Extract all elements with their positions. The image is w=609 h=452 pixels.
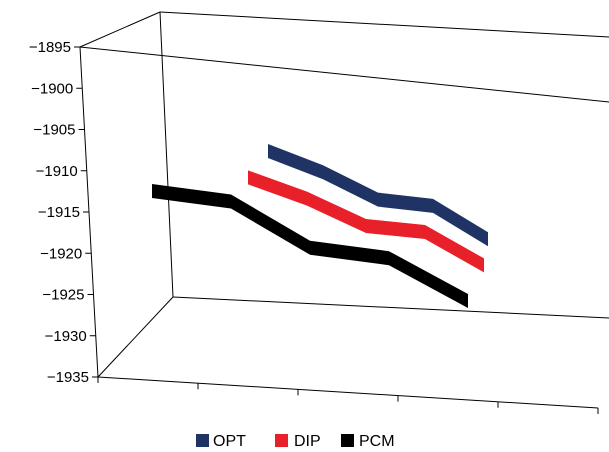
top-back-edge	[160, 12, 609, 37]
y-tick-label: −1930	[45, 328, 87, 345]
bottom-front-edge	[98, 377, 598, 408]
plot-series	[144, 141, 488, 308]
legend-swatch-pcm	[341, 434, 354, 447]
y-tick-label: −1915	[38, 204, 80, 221]
y-tick-label: −1925	[42, 287, 84, 304]
legend-label-dip: DIP	[294, 433, 321, 450]
bottom-left-edge	[98, 297, 173, 377]
y-tick-label: −1920	[40, 245, 82, 262]
y-tick-label: −1935	[47, 369, 89, 386]
legend-swatch-dip	[275, 434, 288, 447]
legend-label-opt: OPT	[213, 433, 246, 450]
y-tick-label: −1900	[31, 80, 73, 97]
y-tick-label: −1910	[36, 163, 78, 180]
back-left-edge	[160, 12, 173, 297]
bottom-back-edge	[173, 297, 609, 318]
y-tick-label: −1895	[29, 39, 71, 56]
y-axis: −1895 −1900 −1905 −1910 −1915 −1920 −1925 −1930…	[29, 39, 98, 386]
x-axis-ticks	[98, 377, 598, 414]
top-front-edge	[80, 47, 609, 102]
legend-label-pcm: PCM	[359, 433, 395, 450]
y-tick-label: −1905	[33, 122, 75, 139]
legend: OPT DIP PCM	[196, 433, 395, 450]
legend-swatch-opt	[196, 434, 209, 447]
top-left-edge	[80, 12, 160, 47]
